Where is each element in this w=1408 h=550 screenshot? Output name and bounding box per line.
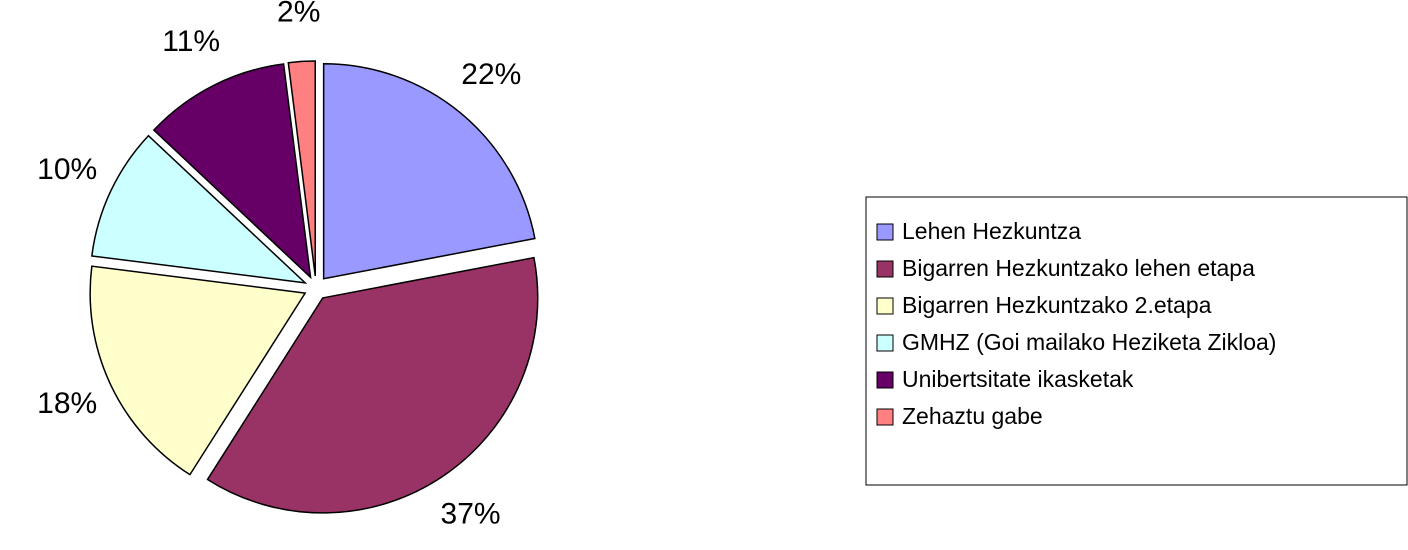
data-label: 22% [461,58,521,91]
pie-slice [89,265,307,476]
legend-swatch [876,334,894,352]
legend-box [865,196,1408,486]
legend-label: Zehaztu gabe [902,403,1043,429]
data-label: 11% [162,25,220,58]
pie-slice [90,134,308,284]
legend-swatch [876,260,894,278]
legend-label: Bigarren Hezkuntzako 2.etapa [902,292,1212,318]
legend-label: Unibertsitate ikasketak [902,366,1134,392]
pie-slice [287,60,316,277]
legend-swatch [876,408,894,426]
pie-slice [206,256,539,514]
data-label: 18% [37,387,97,420]
legend-swatch [876,223,894,241]
data-label: 10% [37,153,97,186]
pie-slice [322,63,536,280]
legend-label: Bigarren Hezkuntzako lehen etapa [902,255,1255,281]
data-label: 2% [277,0,320,28]
legend-label: GMHZ (Goi mailako Heziketa Zikloa) [902,329,1276,355]
legend-swatch [876,297,894,315]
pie-slice [152,63,312,280]
legend-label: Lehen Hezkuntza [902,218,1081,244]
legend-swatch [876,371,894,389]
data-label: 37% [441,497,501,530]
